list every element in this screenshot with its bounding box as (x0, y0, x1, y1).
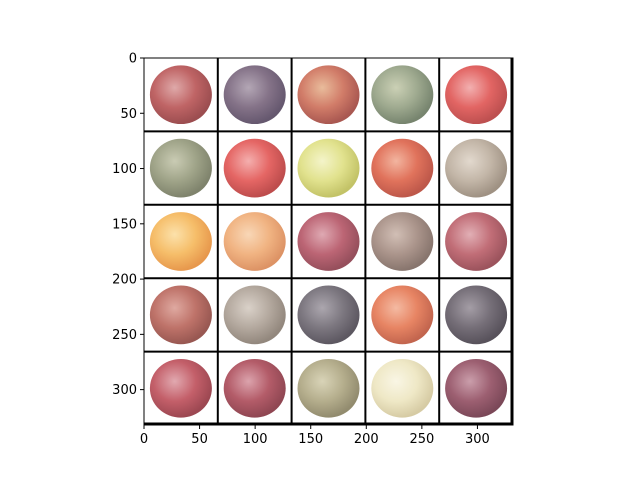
fruit-photo: black plum (445, 285, 508, 345)
x-tick-label: 0 (140, 432, 148, 447)
x-tick-label: 150 (298, 432, 323, 447)
image-cell: pepino melon (365, 351, 440, 425)
fruit-photo: pear (297, 358, 360, 418)
fruit-photo: red pepper (371, 138, 434, 198)
x-tick-label: 50 (191, 432, 208, 447)
fruit-photo: red apple (149, 358, 212, 418)
y-tick-label: 100 (112, 162, 137, 177)
y-tick-label: 200 (112, 273, 137, 288)
image-cell: pear (291, 351, 366, 425)
fruit-photo: red apple (297, 65, 360, 125)
image-cell: red pepper (365, 131, 440, 205)
image-cells: red appledried datered applegreen pearre… (144, 58, 513, 425)
image-cell: plum (439, 351, 513, 425)
fruit-photo: coconut (223, 285, 286, 345)
fruit-photo: red apple (223, 358, 286, 418)
fruit-photo: beetroot (149, 138, 212, 198)
fruit-photo: red tomato (445, 65, 508, 125)
image-cell: walnut (439, 131, 513, 205)
image-cell: orange (144, 204, 218, 279)
grid-lines (144, 58, 514, 426)
fruit-photo: red pepper (223, 138, 286, 198)
image-cell: beetroot (144, 131, 218, 205)
y-tick-label: 300 (112, 383, 137, 398)
image-cell: coconut (217, 278, 292, 352)
image-cell: red apple (217, 351, 292, 425)
y-axis: 0 50 100 150 200 250 300 (112, 52, 144, 398)
x-tick-label: 200 (354, 432, 379, 447)
image-cell: red apple (144, 351, 218, 425)
x-tick-label: 250 (409, 432, 434, 447)
fruit-photo: red banana (149, 285, 212, 345)
image-cell: dark plum (291, 278, 366, 352)
image-cell: red apple (291, 58, 366, 132)
image-cell: orange (217, 204, 292, 279)
fruit-photo: persimmon (371, 285, 434, 345)
fruit-photo: orange (223, 212, 286, 271)
y-tick-label: 250 (112, 328, 137, 343)
fruit-photo: dark plum (297, 285, 360, 345)
image-cell: black plum (439, 278, 513, 352)
image-cell: red lychee (439, 204, 513, 279)
image-cell: dried date (217, 58, 292, 132)
fruit-photo: yellow apple (297, 138, 360, 198)
fruit-photo: orange (149, 212, 212, 271)
axes-frame (143, 57, 514, 426)
fruit-photo: pepino melon (371, 358, 434, 418)
x-axis: 0 50 100 150 200 250 300 (140, 425, 490, 447)
image-cell: red tomato (439, 58, 513, 132)
fruit-photo: red plum (297, 212, 360, 271)
fruit-photo: red lychee (445, 212, 508, 271)
fruit-photo: walnut (445, 138, 508, 198)
image-cell: yellow apple (291, 131, 366, 205)
y-tick-label: 0 (129, 52, 137, 67)
image-cell: red banana (144, 278, 218, 352)
x-tick-label: 100 (243, 432, 268, 447)
image-cell: kiwi (365, 204, 440, 279)
image-cell: red plum (291, 204, 366, 279)
image-cell: red pepper (217, 131, 292, 205)
image-cell: red apple (144, 58, 218, 132)
x-tick-label: 300 (465, 432, 490, 447)
fruit-photo: red apple (149, 65, 212, 125)
y-tick-label: 150 (112, 217, 137, 232)
fruit-photo: dried date (223, 65, 286, 125)
image-cell: green pear (365, 58, 440, 132)
fruit-photo: green pear (371, 65, 434, 125)
fruit-photo: kiwi (371, 212, 434, 271)
fruit-photo: plum (445, 358, 508, 418)
image-cell: persimmon (365, 278, 440, 352)
y-tick-label: 50 (120, 107, 137, 122)
